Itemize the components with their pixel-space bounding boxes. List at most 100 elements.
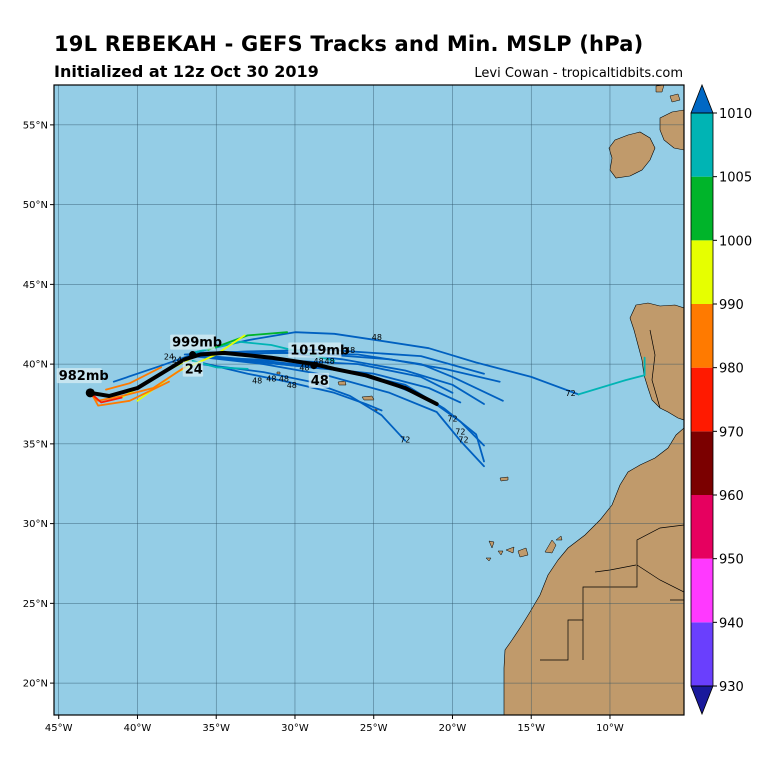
- lon-tick-label: 10°W: [596, 723, 624, 734]
- lat-tick-label: 20°N: [23, 679, 48, 690]
- colorbar-segment: [691, 558, 713, 623]
- pressure-label: 48: [308, 372, 330, 389]
- hour-label: 48: [314, 357, 324, 366]
- hour-label: 72: [400, 435, 410, 444]
- hour-label: 48: [279, 375, 289, 384]
- colorbar-segment: [691, 113, 713, 177]
- lon-tick-label: 45°W: [45, 723, 73, 734]
- pressure-label: 982mb: [56, 368, 109, 384]
- hour-label: 72: [447, 415, 457, 424]
- ensemble-tracks: [85, 331, 646, 468]
- colorbar-segment: [691, 304, 713, 368]
- ensemble-track: [89, 380, 170, 407]
- label-text: 48: [311, 374, 329, 389]
- hour-label: 72: [566, 389, 576, 398]
- pressure-label: 999mb: [170, 334, 222, 351]
- hour-label: 48: [299, 363, 309, 372]
- lat-tick-label: 50°N: [23, 200, 48, 211]
- ensemble-track: [191, 355, 485, 463]
- colorbar-tick-label: 1000: [719, 234, 752, 249]
- label-box: [56, 368, 102, 384]
- label-box: [170, 334, 216, 350]
- colorbar-tick-label: 960: [719, 489, 744, 504]
- ensemble-track: [191, 355, 485, 468]
- hour-label: 48: [252, 376, 262, 385]
- pressure-label: 24: [182, 361, 204, 378]
- colorbar-segment: [691, 240, 713, 304]
- page-subtitle: Initialized at 12z Oct 30 2019: [54, 62, 319, 81]
- lat-tick-label: 30°N: [23, 519, 48, 530]
- land-ireland: [608, 131, 656, 179]
- colorbar-segment: [691, 367, 713, 432]
- land-layer: [276, 85, 684, 715]
- hour-label: 48: [345, 346, 355, 355]
- colorbar-segment: [691, 176, 713, 241]
- label-text: 999mb: [172, 336, 222, 351]
- border-lines: [540, 329, 684, 661]
- ensemble-track: [89, 366, 186, 402]
- lat-tick-label: 35°N: [23, 439, 48, 450]
- land-madeira: [499, 476, 509, 482]
- hour-label: 48: [325, 357, 335, 366]
- lon-tick-label: 35°W: [202, 723, 230, 734]
- label-text: 24: [185, 363, 203, 378]
- colorbar-frame: [690, 112, 714, 687]
- lat-tick-label: 55°N: [23, 120, 48, 131]
- label-box: [288, 342, 342, 358]
- mean-track-marker: [189, 351, 197, 359]
- ensemble-track: [105, 366, 163, 391]
- land-canary-islands: [485, 535, 563, 562]
- colorbar: 930 940 950 960 970 980 990 1000 1005 1010: [690, 83, 752, 716]
- pressure-label: 1019mb: [288, 342, 349, 359]
- hour-label: 48: [372, 333, 382, 342]
- colorbar-tick-label: 950: [719, 553, 744, 568]
- mean-track: [88, 350, 439, 406]
- lon-tick-label: 15°W: [517, 723, 545, 734]
- axis-ticks: 45°W 40°W 35°W 30°W 25°W 20°W 15°W 10°W 20°N 25°N…: [23, 120, 624, 734]
- land-azores: [276, 371, 378, 412]
- colorbar-under-arrow: [690, 685, 714, 716]
- colorbar-tick-label: 980: [719, 362, 744, 377]
- hour-label: 24: [164, 352, 174, 361]
- hour-label: 48: [266, 375, 276, 384]
- label-box: [308, 372, 330, 388]
- start-point: [85, 388, 95, 398]
- colorbar-tick-label: 1010: [719, 107, 752, 122]
- ensemble-track: [199, 363, 407, 442]
- lat-tick-label: 45°N: [23, 280, 48, 291]
- colorbar-segment: [691, 431, 713, 495]
- colorbar-segment: [691, 495, 713, 559]
- lon-tick-label: 30°W: [281, 723, 309, 734]
- colorbar-tick-label: 970: [719, 425, 744, 440]
- colorbar-segment: [691, 622, 713, 686]
- credit-label: Levi Cowan - tropicaltidbits.com: [474, 66, 683, 81]
- colorbar-over-arrow: [690, 83, 714, 114]
- hour-label: 24: [172, 356, 182, 365]
- lon-tick-label: 25°W: [360, 723, 388, 734]
- graticule: [54, 85, 684, 715]
- colorbar-tick-label: 990: [719, 298, 744, 313]
- hour-label: 72: [455, 427, 465, 436]
- colorbar-tick-label: 940: [719, 616, 744, 631]
- page-title: 19L REBEKAH - GEFS Tracks and Min. MSLP …: [54, 32, 644, 56]
- label-text: 1019mb: [290, 344, 349, 359]
- lon-tick-label: 40°W: [124, 723, 152, 734]
- lon-tick-label: 20°W: [439, 723, 467, 734]
- ensemble-track: [191, 350, 501, 383]
- ensemble-track: [89, 391, 123, 404]
- ensemble-track: [191, 351, 504, 402]
- land-africa: [503, 427, 684, 715]
- label-text: 982mb: [59, 369, 109, 384]
- lat-tick-label: 40°N: [23, 360, 48, 371]
- land-great-britain: [659, 109, 684, 151]
- map-frame: [53, 84, 685, 716]
- hour-label: 72: [458, 435, 468, 444]
- label-box: [182, 361, 204, 377]
- mean-track-marker: [310, 362, 318, 370]
- colorbar-tick-label: 1005: [719, 171, 752, 186]
- ensemble-track: [207, 331, 289, 351]
- colorbar-tick-label: 930: [719, 680, 744, 695]
